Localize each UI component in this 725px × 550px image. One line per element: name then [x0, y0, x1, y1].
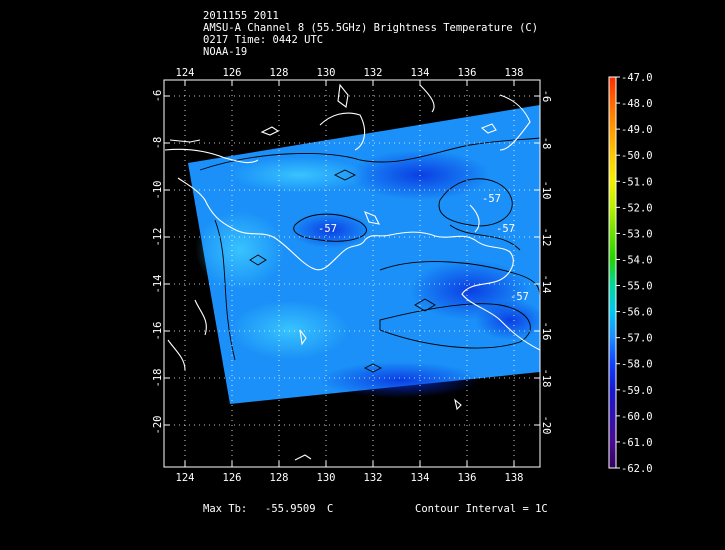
colorbar-label: -47.0 [621, 72, 653, 84]
max-tb-label: Max Tb: [203, 503, 248, 515]
lat-label-right: -18 [540, 369, 552, 388]
coastlines [164, 83, 540, 461]
colorbar-label: -59.0 [621, 385, 653, 397]
title-line-time: 0217 Time: 0442 UTC [203, 34, 324, 46]
lon-label-bottom: 136 [458, 472, 477, 484]
lat-label-left: -20 [152, 416, 164, 435]
lon-label-bottom: 132 [364, 472, 383, 484]
lat-label-left: -6 [152, 90, 164, 103]
brightness-temperature-swath [188, 105, 540, 404]
max-tb-unit: C [327, 503, 334, 515]
map-frame [163, 79, 541, 468]
colorbar-label: -53.0 [621, 228, 653, 240]
lat-label-right: -16 [540, 322, 552, 341]
axis-ticks [164, 80, 540, 467]
lon-label-top: 130 [317, 67, 336, 79]
colorbar: -47.0 -48.0 -49.0 -50.0 -51.0 -52.0 -53.0 -54.0… [608, 72, 653, 475]
lat-label-right: -14 [540, 275, 552, 294]
lat-label-left: -18 [152, 369, 164, 388]
contour-label: -57 [482, 193, 501, 205]
lat-label-left: -8 [152, 137, 164, 150]
lat-label-right: -10 [540, 181, 552, 200]
temperature-contours [199, 137, 540, 373]
colorbar-ramp [608, 76, 617, 469]
lon-label-bottom: 134 [411, 472, 430, 484]
lat-label-right: -20 [540, 416, 552, 435]
colorbar-label: -56.0 [621, 307, 653, 319]
contour-label: -57 [318, 223, 337, 235]
contour-label: -57 [510, 291, 529, 303]
colorbar-label: -60.0 [621, 411, 653, 423]
lon-label-top: 128 [270, 67, 289, 79]
lon-label-top: 138 [505, 67, 524, 79]
colorbar-label: -48.0 [621, 98, 653, 110]
title-line-satellite: NOAA-19 [203, 46, 248, 58]
colorbar-label: -54.0 [621, 254, 653, 266]
colorbar-label: -58.0 [621, 359, 653, 371]
contour-label: -57 [496, 223, 515, 235]
colorbar-label: -57.0 [621, 333, 653, 345]
title-line-date: 2011155 2011 [203, 10, 279, 22]
colorbar-label: -51.0 [621, 176, 653, 188]
lon-label-top: 132 [364, 67, 383, 79]
colorbar-label: -52.0 [621, 202, 653, 214]
contour-interval: Contour Interval = 1C [415, 503, 548, 515]
lon-label-bottom: 138 [505, 472, 524, 484]
title-line-product: AMSU-A Channel 8 (55.5GHz) Brightness Te… [203, 22, 539, 34]
lon-label-top: 134 [411, 67, 430, 79]
lat-label-left: -16 [152, 322, 164, 341]
lat-label-right: -6 [540, 90, 552, 103]
lon-label-bottom: 126 [223, 472, 242, 484]
lon-label-top: 126 [223, 67, 242, 79]
lat-label-right: -12 [540, 228, 552, 247]
lon-label-top: 136 [458, 67, 477, 79]
colorbar-label: -62.0 [621, 463, 653, 475]
colorbar-label: -55.0 [621, 281, 653, 293]
lon-label-bottom: 128 [270, 472, 289, 484]
lat-label-right: -8 [540, 137, 552, 150]
lat-label-left: -10 [152, 181, 164, 200]
max-tb-value: -55.9509 [265, 503, 316, 515]
lat-label-left: -14 [152, 275, 164, 294]
colorbar-label: -50.0 [621, 150, 653, 162]
lat-label-left: -12 [152, 228, 164, 247]
lon-label-bottom: 124 [176, 472, 195, 484]
lon-label-top: 124 [176, 67, 195, 79]
colorbar-label: -61.0 [621, 437, 653, 449]
colorbar-label: -49.0 [621, 124, 653, 136]
lon-label-bottom: 130 [317, 472, 336, 484]
